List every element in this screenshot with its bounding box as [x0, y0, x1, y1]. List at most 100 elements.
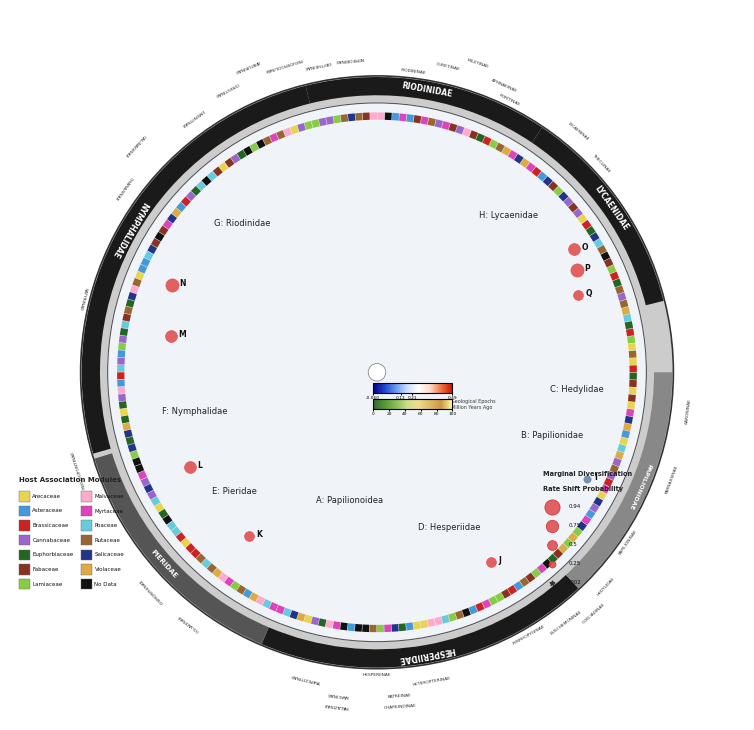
Wedge shape	[138, 471, 147, 480]
Wedge shape	[489, 139, 498, 149]
Wedge shape	[220, 179, 230, 189]
Wedge shape	[434, 617, 443, 626]
Wedge shape	[462, 608, 470, 617]
Wedge shape	[126, 437, 134, 445]
Text: PYRRHOPYGINAE: PYRRHOPYGINAE	[512, 624, 545, 645]
Wedge shape	[504, 164, 513, 174]
Wedge shape	[304, 121, 313, 130]
Wedge shape	[135, 464, 144, 473]
Wedge shape	[158, 253, 169, 262]
Wedge shape	[256, 596, 265, 605]
Wedge shape	[377, 625, 384, 632]
Wedge shape	[212, 185, 222, 196]
Wedge shape	[428, 618, 435, 627]
Bar	[20, 579, 30, 589]
Wedge shape	[614, 362, 624, 367]
Wedge shape	[118, 342, 126, 350]
Wedge shape	[241, 570, 250, 580]
Wedge shape	[207, 171, 217, 181]
Wedge shape	[441, 615, 450, 623]
Wedge shape	[181, 538, 191, 548]
Wedge shape	[190, 527, 201, 537]
Wedge shape	[185, 543, 195, 553]
Bar	[20, 520, 30, 531]
Wedge shape	[333, 621, 341, 629]
Wedge shape	[133, 278, 142, 287]
Wedge shape	[196, 553, 206, 564]
Wedge shape	[213, 166, 222, 177]
Text: DISMORPHINAE: DISMORPHINAE	[138, 577, 164, 604]
Wedge shape	[442, 121, 450, 130]
Wedge shape	[191, 186, 201, 196]
Wedge shape	[144, 484, 153, 493]
Wedge shape	[585, 253, 596, 262]
Wedge shape	[287, 593, 294, 604]
Wedge shape	[147, 245, 157, 254]
Wedge shape	[118, 342, 126, 350]
Wedge shape	[320, 603, 327, 614]
Wedge shape	[553, 549, 563, 558]
Wedge shape	[417, 129, 423, 139]
Wedge shape	[258, 580, 267, 591]
Wedge shape	[185, 191, 196, 201]
Wedge shape	[575, 499, 585, 509]
Wedge shape	[455, 126, 464, 134]
Wedge shape	[624, 321, 633, 329]
Wedge shape	[132, 457, 142, 466]
Text: Marginal Diversification: Marginal Diversification	[544, 471, 633, 477]
Wedge shape	[612, 342, 622, 347]
Wedge shape	[406, 623, 413, 631]
Text: CYRESTINAE: CYRESTINAE	[213, 80, 239, 97]
Wedge shape	[556, 523, 567, 534]
Wedge shape	[118, 394, 126, 402]
Point	[546, 558, 558, 569]
Wedge shape	[629, 380, 637, 387]
Text: KATREINAE: KATREINAE	[388, 694, 412, 699]
Wedge shape	[507, 150, 517, 160]
Wedge shape	[283, 607, 292, 617]
Wedge shape	[296, 596, 304, 607]
Wedge shape	[119, 401, 127, 409]
Wedge shape	[132, 397, 142, 403]
Wedge shape	[597, 491, 607, 500]
Wedge shape	[626, 328, 634, 337]
Wedge shape	[537, 564, 547, 574]
Wedge shape	[399, 623, 406, 631]
Wedge shape	[385, 112, 392, 120]
Wedge shape	[262, 136, 272, 145]
Wedge shape	[277, 145, 285, 155]
Wedge shape	[434, 119, 443, 128]
Text: HETEROPTERINAE: HETEROPTERINAE	[412, 676, 451, 687]
Wedge shape	[140, 477, 150, 487]
Wedge shape	[378, 112, 385, 120]
Wedge shape	[469, 605, 478, 615]
Wedge shape	[141, 296, 152, 304]
Wedge shape	[236, 166, 246, 177]
Text: RIODINIDAE: RIODINIDAE	[400, 82, 452, 99]
Wedge shape	[578, 496, 588, 504]
Wedge shape	[578, 240, 588, 250]
Text: LYCAENIDAE: LYCAENIDAE	[593, 184, 630, 232]
Wedge shape	[612, 278, 622, 288]
Wedge shape	[607, 426, 618, 434]
Wedge shape	[196, 553, 206, 564]
Wedge shape	[469, 605, 478, 615]
Wedge shape	[619, 437, 628, 445]
Wedge shape	[155, 232, 164, 242]
Wedge shape	[124, 306, 133, 315]
Wedge shape	[508, 167, 518, 177]
Text: Brassicaceae: Brassicaceae	[32, 523, 69, 528]
Wedge shape	[628, 343, 636, 350]
Wedge shape	[532, 128, 664, 305]
Wedge shape	[597, 245, 607, 255]
Wedge shape	[391, 624, 399, 631]
Wedge shape	[406, 623, 413, 631]
Wedge shape	[277, 589, 285, 599]
Wedge shape	[348, 623, 355, 631]
Wedge shape	[81, 86, 310, 453]
Wedge shape	[133, 331, 143, 337]
Wedge shape	[476, 133, 485, 142]
Wedge shape	[495, 593, 504, 602]
Wedge shape	[201, 176, 212, 186]
Wedge shape	[224, 558, 234, 569]
